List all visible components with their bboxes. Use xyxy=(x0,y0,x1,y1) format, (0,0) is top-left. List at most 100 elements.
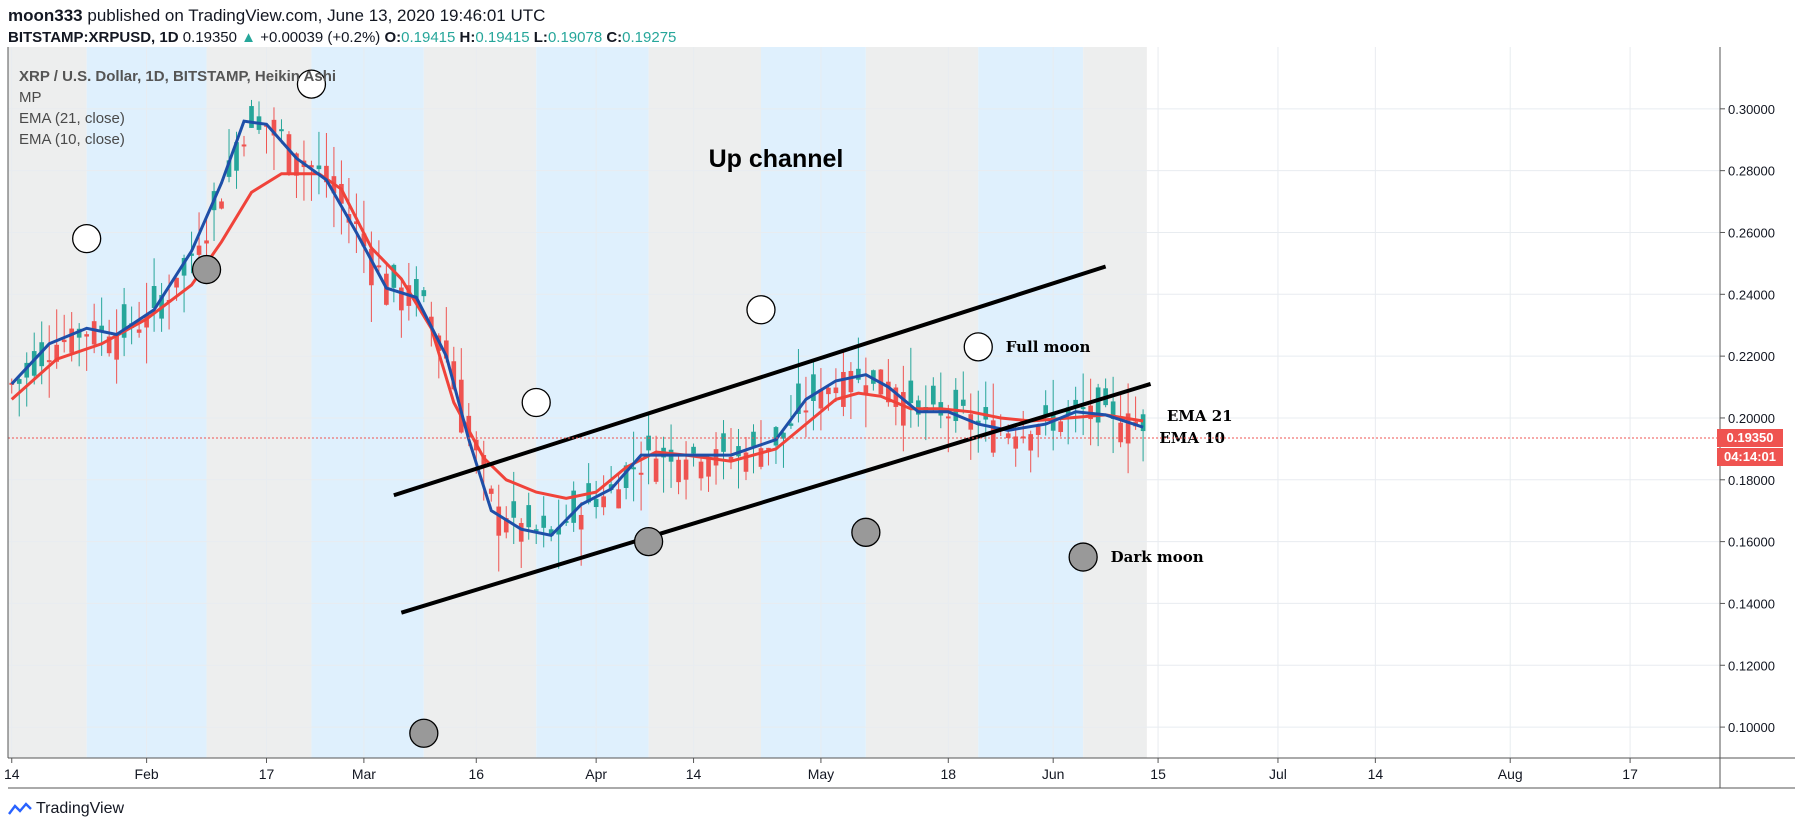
symbol-name: BITSTAMP:XRPUSD, 1D xyxy=(8,29,179,46)
candle-body xyxy=(76,328,82,338)
x-tick-label: Feb xyxy=(135,766,159,782)
candle-body xyxy=(930,385,936,405)
full-moon-icon xyxy=(296,69,327,99)
candle-body xyxy=(698,461,704,479)
y-tick-label: 0.28000 xyxy=(1728,164,1775,179)
candle-body xyxy=(578,514,584,530)
candle-body xyxy=(990,420,996,453)
candle-body xyxy=(189,253,194,256)
candle-body xyxy=(24,362,30,378)
candle-body xyxy=(31,351,37,376)
new-moon-icon xyxy=(633,526,664,557)
candle-body xyxy=(1118,422,1123,443)
candle-body xyxy=(983,407,989,420)
candle-body xyxy=(451,361,457,390)
last-price: 0.19350 xyxy=(182,29,237,46)
publish-line: moon333 published on TradingView.com, Ju… xyxy=(8,5,676,27)
candle-body xyxy=(856,368,861,380)
x-tick-label: Jun xyxy=(1042,766,1065,782)
low-value: 0.19078 xyxy=(547,29,603,46)
candle-body xyxy=(901,392,906,426)
candle-body xyxy=(151,286,157,309)
candle-body xyxy=(511,501,517,518)
candle-body xyxy=(316,165,322,170)
candle-body xyxy=(226,160,232,177)
candle-body xyxy=(616,489,621,509)
candle-body xyxy=(121,304,127,338)
brand-name: TradingView xyxy=(36,800,125,817)
annotation-text: Full moon xyxy=(1006,338,1091,356)
y-tick-label: 0.30000 xyxy=(1728,102,1775,117)
moon-phase-bands xyxy=(8,47,1147,758)
candle-body xyxy=(369,248,374,286)
candle-body xyxy=(503,518,509,533)
full-moon-icon xyxy=(963,332,993,362)
high-value: 0.19415 xyxy=(475,29,530,46)
candle-body xyxy=(1013,436,1019,449)
x-tick-label: 16 xyxy=(468,766,484,782)
legend-symbol[interactable]: XRP / U.S. Dollar, 1D, BITSTAMP, Heikin … xyxy=(19,68,337,85)
candle-body xyxy=(638,472,644,475)
candle-body xyxy=(1043,405,1049,417)
trendline-lower xyxy=(400,382,1152,615)
candle-body xyxy=(811,374,816,402)
price-change: +0.00039 (+0.2%) xyxy=(260,29,381,46)
tradingview-logo-icon xyxy=(8,802,32,815)
candle-body xyxy=(181,258,187,276)
candle-body xyxy=(548,529,554,537)
candle-body xyxy=(286,134,292,174)
author-name[interactable]: moon333 xyxy=(8,6,83,25)
candle-body xyxy=(841,371,846,407)
candle-body xyxy=(728,457,734,460)
candle-body xyxy=(953,389,959,422)
ema-lines xyxy=(10,119,1144,538)
y-tick-label: 0.12000 xyxy=(1728,658,1775,673)
candle-body xyxy=(136,329,142,333)
candle-body xyxy=(496,506,502,536)
open-label: O: xyxy=(384,29,402,46)
candle-body xyxy=(1110,401,1116,419)
candle-body xyxy=(354,221,359,225)
candle-body xyxy=(1073,399,1078,408)
candle-body xyxy=(1005,433,1011,439)
candle-body xyxy=(518,523,524,542)
new-moon-icon xyxy=(191,254,222,285)
phase-band xyxy=(536,47,649,758)
candle-body xyxy=(706,458,711,477)
published-text: published on TradingView.com, June 13, 2… xyxy=(87,6,546,25)
candle-body xyxy=(324,165,329,183)
candle-body xyxy=(309,165,314,168)
open-value: 0.19415 xyxy=(401,29,456,46)
x-tick-label: 14 xyxy=(686,766,702,782)
candle-body xyxy=(1058,421,1063,432)
candle-body xyxy=(481,454,487,466)
y-tick-label: 0.16000 xyxy=(1728,535,1775,550)
phase-band xyxy=(311,47,424,758)
candle-body xyxy=(960,399,966,406)
x-tick-label: Jul xyxy=(1269,766,1287,782)
candle-body xyxy=(234,142,239,171)
x-tick-label: 18 xyxy=(940,766,956,782)
x-tick-label: Apr xyxy=(585,766,607,782)
phase-band xyxy=(648,47,761,758)
phase-band xyxy=(423,47,537,758)
up-arrow-icon: ▲ xyxy=(241,29,257,46)
current-price-label: 0.19350 xyxy=(1717,429,1783,448)
new-moon-icon xyxy=(1068,542,1098,572)
y-tick-label: 0.14000 xyxy=(1728,596,1775,611)
candle-body xyxy=(691,446,696,454)
full-moon-icon xyxy=(72,224,102,254)
candle-body xyxy=(871,370,876,384)
legend-mp[interactable]: MP xyxy=(19,89,42,106)
legend-ema10[interactable]: EMA (10, close) xyxy=(19,131,125,148)
legend-ema21[interactable]: EMA (21, close) xyxy=(19,110,125,127)
symbol-line: BITSTAMP:XRPUSD, 1D 0.19350 ▲ +0.00039 (… xyxy=(8,27,676,49)
candle-body xyxy=(271,119,277,136)
candle-body xyxy=(249,106,254,128)
low-label: L: xyxy=(533,29,548,46)
candle-body xyxy=(466,415,472,438)
y-tick-label: 0.18000 xyxy=(1728,473,1775,488)
candle-body xyxy=(593,498,599,508)
footer-brand[interactable]: TradingView xyxy=(8,800,124,818)
